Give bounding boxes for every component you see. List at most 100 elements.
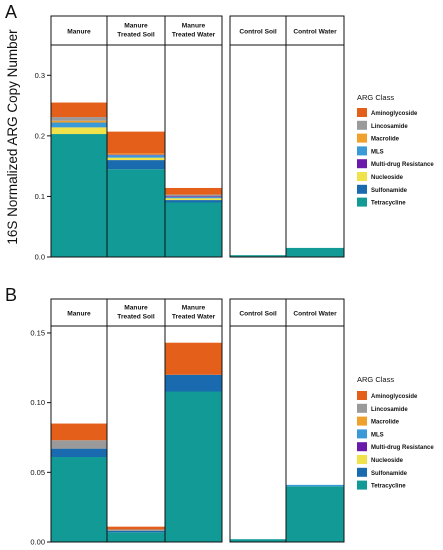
bar-segment-aminoglycoside xyxy=(51,102,107,118)
panel-letter-b: B xyxy=(5,285,18,305)
facet-header-label: Manure xyxy=(124,23,148,30)
facet-header-box xyxy=(285,298,345,327)
bar-segment-macrolide xyxy=(51,120,107,123)
legend-label: Tetracycline xyxy=(371,484,406,490)
legend-label: Aminoglycoside xyxy=(371,111,418,117)
bar-segment-mls xyxy=(165,197,222,199)
facet-plot-frame xyxy=(164,44,223,258)
legend-swatch xyxy=(357,184,367,194)
bar-segment-nucleoside xyxy=(51,127,107,135)
facet-header-label: Manure xyxy=(124,305,148,312)
facet-header-label: Treated Water xyxy=(172,314,216,321)
legend-label: MLS xyxy=(371,432,384,438)
bar-segment-multi-drug-resistance xyxy=(107,154,165,156)
legend-label: Multi-drug Resistance xyxy=(371,445,434,451)
legend-label: MLS xyxy=(371,149,384,155)
legend-label: Tetracycline xyxy=(371,201,406,207)
bar-segment-sulfonamide xyxy=(107,530,165,533)
bar-segment-lincosamide xyxy=(165,194,222,197)
bar-segment-tetracycline xyxy=(51,134,107,257)
bar-segment-nucleoside xyxy=(107,157,165,161)
bar-segment-tetracycline xyxy=(230,255,286,257)
legend-swatch xyxy=(357,108,367,117)
bar-segment-sulfonamide xyxy=(107,160,165,170)
legend-title: ARG Class xyxy=(357,93,394,102)
legend-label: Nucleoside xyxy=(371,175,404,181)
bar-segment-tetracycline xyxy=(165,202,222,257)
legend-label: Aminoglycoside xyxy=(371,394,418,400)
bar-segment-lincosamide xyxy=(107,529,165,531)
y-tick-label: 0.3 xyxy=(35,71,45,80)
facet-plot-frame xyxy=(285,44,345,258)
facet-header-label: Treated Soil xyxy=(117,314,155,321)
bar-segment-macrolide xyxy=(107,153,165,155)
facet-header-label: Manure xyxy=(182,23,206,30)
legend-swatch xyxy=(357,480,367,490)
bar-segment-sulfonamide xyxy=(51,448,107,457)
legend-swatch xyxy=(357,172,367,181)
bar-segment-aminoglycoside xyxy=(165,187,222,195)
facet-plot-frame xyxy=(106,325,166,543)
panel-letter-a: A xyxy=(5,2,18,22)
legend-swatch xyxy=(357,197,367,207)
y-tick-label: 0.2 xyxy=(35,131,45,140)
legend-swatch xyxy=(357,442,367,452)
facet-header-label: Manure xyxy=(67,311,91,318)
bar-segment-lincosamide xyxy=(51,117,107,121)
bar-segment-aminoglycoside xyxy=(51,423,107,441)
y-tick-label: 0.00 xyxy=(30,538,45,547)
legend-swatch xyxy=(357,403,367,413)
bar-segment-mls xyxy=(51,122,107,128)
facet-header-box xyxy=(50,15,108,46)
bar-segment-aminoglycoside xyxy=(107,526,165,530)
facet-header-box xyxy=(285,15,345,46)
legend-label: Multi-drug Resistance xyxy=(371,162,434,168)
facet-plot-frame xyxy=(229,44,287,258)
facet-header-label: Manure xyxy=(67,29,91,36)
bar-segment-multi-drug-resistance xyxy=(165,196,222,198)
bar-segment-tetracycline xyxy=(107,532,165,542)
legend-label: Macrolide xyxy=(371,137,400,143)
facet-header-box xyxy=(164,298,223,327)
bar-segment-aminoglycoside xyxy=(165,342,222,375)
legend-swatch xyxy=(357,146,367,156)
y-tick-label: 0.15 xyxy=(30,328,45,337)
bar-segment-tetracycline xyxy=(286,247,344,257)
y-tick-label: 0.1 xyxy=(35,192,45,201)
legend-swatch xyxy=(357,416,367,426)
facet-header-label: Treated Soil xyxy=(117,32,155,39)
bar-segment-tetracycline xyxy=(165,391,222,542)
bar-segment-nucleoside xyxy=(165,198,222,201)
bar-segment-sulfonamide xyxy=(165,200,222,203)
facet-header-box xyxy=(106,15,166,46)
legend-title: ARG Class xyxy=(357,375,394,384)
legend-label: Lincosamide xyxy=(371,407,408,413)
legend-label: Sulfonamide xyxy=(371,188,408,194)
legend-label: Macrolide xyxy=(371,420,400,426)
facet-header-label: Control Soil xyxy=(239,311,277,318)
bar-segment-tetracycline xyxy=(51,456,107,542)
facet-header-label: Control Water xyxy=(293,29,337,36)
facet-plot-frame xyxy=(285,325,345,543)
y-tick-label: 0.0 xyxy=(35,253,45,262)
facet-plot-frame xyxy=(229,325,287,543)
legend-label: Sulfonamide xyxy=(371,471,408,477)
legend-swatch xyxy=(357,455,367,464)
bar-segment-mls xyxy=(286,484,344,487)
facet-header-label: Manure xyxy=(182,305,206,312)
legend-label: Nucleoside xyxy=(371,458,404,464)
bar-segment-aminoglycoside xyxy=(107,131,165,154)
bar-segment-tetracycline xyxy=(286,486,344,542)
bar-segment-tetracycline xyxy=(107,169,165,257)
legend-swatch xyxy=(357,391,367,400)
legend-swatch xyxy=(357,120,367,130)
facet-header-box xyxy=(106,298,166,327)
legend-swatch xyxy=(357,159,367,169)
facet-header-label: Control Soil xyxy=(239,29,277,36)
legend-label: Lincosamide xyxy=(371,124,408,130)
bar-segment-sulfonamide xyxy=(165,374,222,392)
facet-plot-frame xyxy=(164,325,223,543)
facet-header-label: Treated Water xyxy=(172,32,216,39)
legend-swatch xyxy=(357,133,367,143)
